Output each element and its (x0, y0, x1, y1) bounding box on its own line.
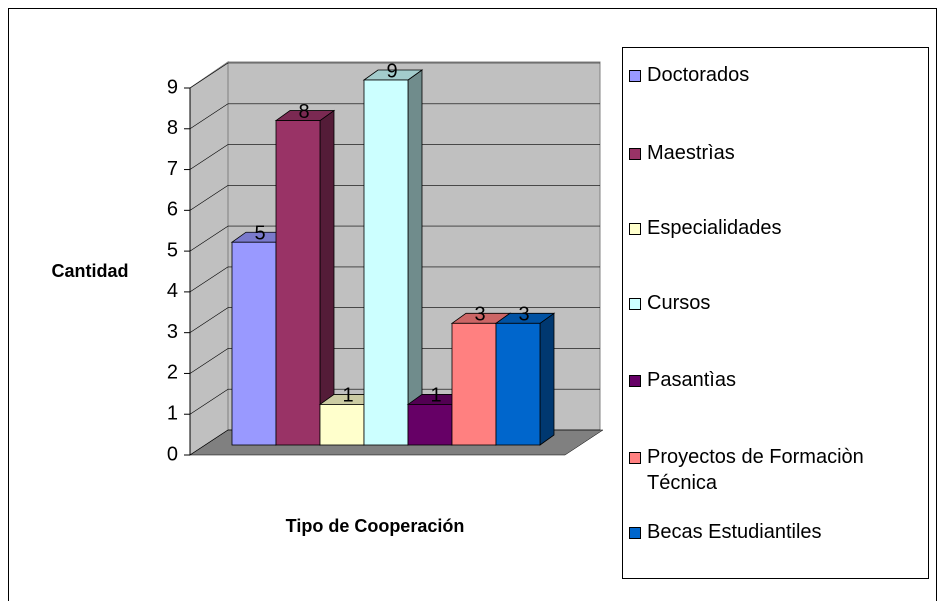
legend-label: Especialidades (647, 217, 782, 239)
legend-label: Cursos (647, 292, 711, 314)
legend-swatch (629, 527, 641, 539)
bar (363, 79, 409, 446)
value-label: 5 (254, 223, 265, 245)
y-tick-label: 4 (167, 280, 178, 302)
chart-border (8, 8, 937, 601)
value-label: 1 (430, 385, 441, 407)
grid-line-side (189, 429, 229, 456)
legend-label: Becas Estudiantiles (647, 521, 822, 543)
value-label: 9 (386, 60, 397, 82)
bar (407, 404, 453, 446)
value-label: 1 (342, 385, 353, 407)
bar (451, 322, 497, 446)
legend-label: Maestrìas (647, 142, 735, 164)
y-axis-title: Cantidad (51, 261, 128, 281)
legend-swatch (629, 148, 641, 160)
legend-swatch (629, 223, 641, 235)
legend: Doctorados Maestrìas Especialidades Cursos P… (622, 47, 929, 579)
legend-swatch (629, 375, 641, 387)
legend-label: Doctorados (647, 64, 750, 86)
y-tick-label: 7 (167, 158, 178, 180)
y-tick-label: 5 (167, 239, 178, 261)
legend-swatch (629, 452, 641, 464)
y-tick-label: 9 (167, 76, 178, 98)
side-wall (189, 61, 229, 456)
grid-line-side (189, 62, 229, 89)
value-label: 8 (298, 101, 309, 123)
grid-line-side (189, 307, 229, 333)
legend-label: Pasantìas (647, 369, 736, 391)
y-tick-label: 0 (167, 443, 178, 465)
y-tick-label: 1 (167, 403, 178, 425)
y-tick-label: 2 (167, 362, 178, 384)
bar (495, 322, 541, 446)
value-label: 3 (474, 304, 485, 326)
bar (275, 120, 321, 446)
legend-swatch (629, 70, 641, 82)
bar-side (407, 69, 423, 446)
x-axis-title: Tipo de Cooperación (286, 516, 465, 536)
grid-line-side (189, 144, 229, 170)
legend-label: Proyectos de Formaciòn Técnica (647, 446, 864, 494)
grid-line-side (189, 348, 229, 374)
y-tick-label: 6 (167, 199, 178, 221)
grid-line-side (189, 103, 229, 130)
value-label: 3 (518, 304, 529, 326)
grid-line-side (189, 388, 229, 415)
grid-line-side (189, 185, 229, 211)
y-tick-label: 8 (167, 117, 178, 139)
y-tick-label: 3 (167, 321, 178, 343)
grid-line-side (189, 266, 229, 293)
bar (231, 241, 277, 446)
bar-side (319, 109, 335, 446)
grid-line-side (189, 225, 229, 252)
legend-swatch (629, 298, 641, 310)
bar (319, 404, 365, 446)
bar-side (539, 312, 555, 446)
